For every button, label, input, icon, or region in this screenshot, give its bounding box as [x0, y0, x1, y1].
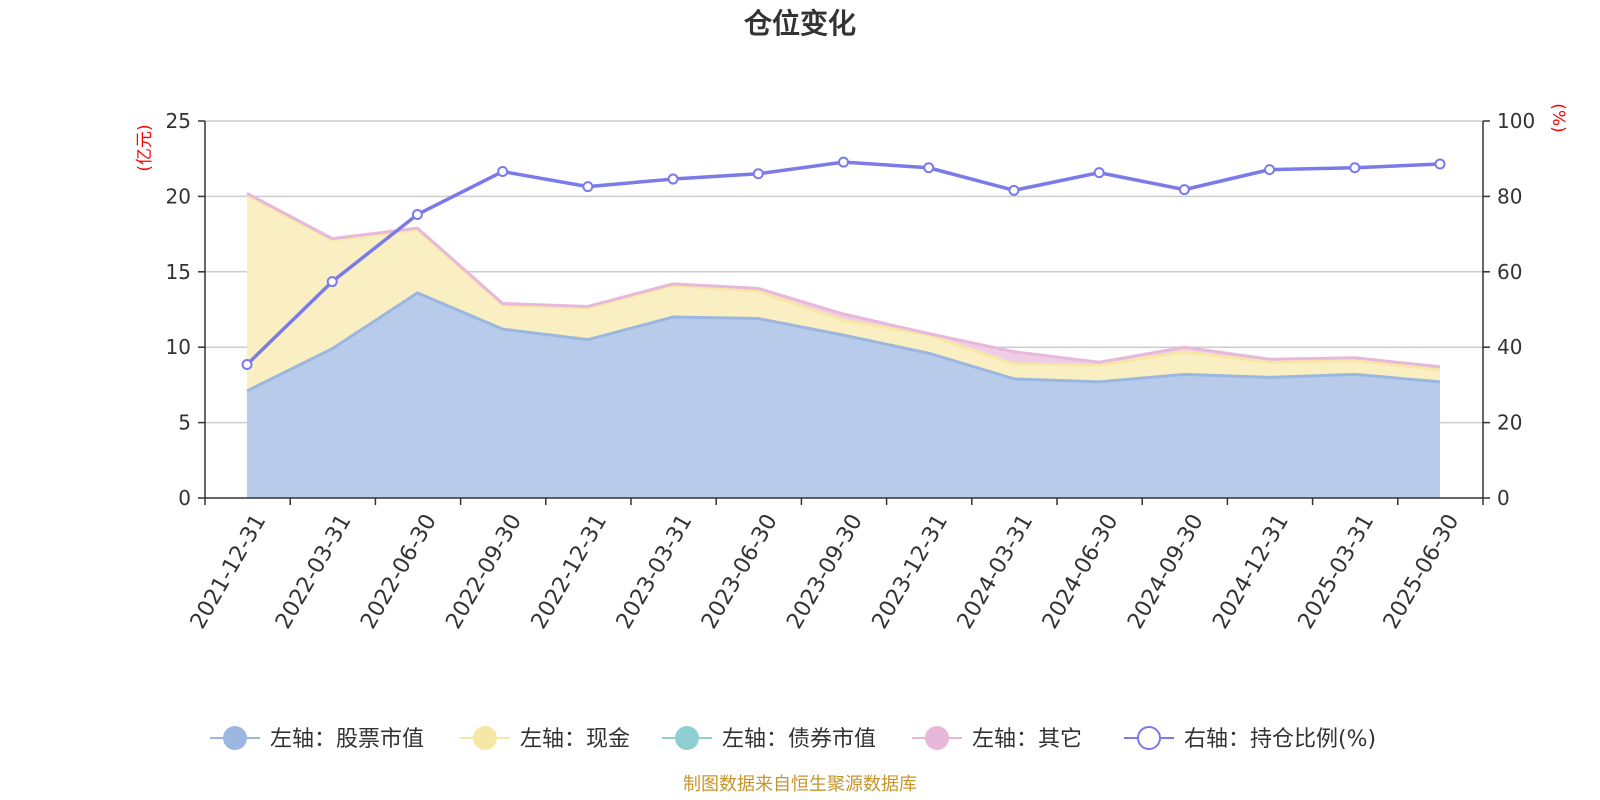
right-tick-label: 60	[1497, 260, 1522, 284]
legend-label-2: 左轴：债券市值	[722, 727, 876, 752]
left-tick-label: 15	[166, 260, 191, 284]
ratio-point	[923, 162, 935, 174]
left-tick-label: 25	[166, 109, 191, 133]
ratio-point	[1434, 158, 1446, 170]
left-tick-label: 5	[178, 411, 191, 435]
right-axis-unit: (%)	[1548, 103, 1568, 132]
x-tick-label: 2022-12-31	[527, 510, 613, 633]
x-tick-label: 2022-06-30	[356, 510, 442, 633]
ratio-point	[497, 166, 509, 178]
ratio-point	[1008, 184, 1020, 196]
area-series	[246, 192, 1441, 498]
ratio-point	[326, 276, 338, 288]
legend-label-3: 左轴：其它	[972, 727, 1082, 752]
legend-marker-2	[675, 726, 699, 750]
legend-label-0: 左轴：股票市值	[270, 727, 424, 752]
right-tick-label: 100	[1497, 109, 1535, 133]
ratio-point	[1093, 167, 1105, 179]
ratio-point	[241, 359, 253, 371]
right-tick-label: 80	[1497, 184, 1522, 208]
x-tick-label: 2023-06-30	[697, 510, 783, 633]
area-fill-0	[247, 292, 1440, 498]
ratio-point	[838, 156, 849, 168]
ratio-point	[752, 168, 764, 180]
legend-marker-4	[1137, 726, 1161, 750]
x-tick-label: 2022-03-31	[271, 510, 357, 633]
ratio-point	[667, 173, 679, 185]
ratio-point	[1178, 184, 1190, 196]
legend-label-4: 右轴：持仓比例(%)	[1184, 727, 1376, 752]
left-tick-label: 10	[166, 335, 191, 359]
data-source-footer: 制图数据来自恒生聚源数据库	[683, 774, 917, 795]
x-tick-label: 2023-12-31	[867, 510, 953, 633]
right-tick-label: 0	[1497, 486, 1510, 510]
legend-marker-1	[473, 726, 497, 750]
legend-marker-3	[925, 726, 949, 750]
ratio-point	[1349, 162, 1361, 174]
area-line-0	[246, 291, 1441, 393]
ratio-point	[411, 208, 423, 220]
x-tick-label: 2025-03-31	[1294, 510, 1380, 633]
x-tick-label: 2023-03-31	[612, 510, 698, 633]
x-tick-label: 2025-06-30	[1379, 510, 1465, 633]
left-tick-label: 0	[178, 486, 191, 510]
left-axis-unit: (亿元)	[135, 124, 155, 171]
x-tick-label: 2023-09-30	[782, 510, 868, 633]
right-tick-label: 20	[1497, 411, 1522, 435]
ratio-point	[582, 181, 594, 193]
x-tick-label: 2024-09-30	[1123, 510, 1209, 633]
legend-label-1: 左轴：现金	[520, 727, 630, 752]
x-tick-label: 2021-12-31	[186, 510, 272, 633]
x-tick-label: 2024-12-31	[1208, 510, 1294, 633]
legend-marker-0	[223, 726, 247, 750]
x-tick-label: 2024-06-30	[1038, 510, 1124, 633]
x-tick-label: 2024-03-31	[953, 510, 1039, 633]
ratio-point	[1264, 164, 1276, 176]
left-tick-label: 20	[166, 184, 191, 208]
ratio-line-series	[241, 156, 1446, 371]
chart-title: 仓位变化	[744, 7, 856, 40]
right-tick-label: 40	[1497, 335, 1522, 359]
legend: 左轴：股票市值 左轴：现金 左轴：债券市值 左轴：其它 右轴：持仓比例(%)	[210, 726, 1376, 752]
area-line-3	[246, 192, 1441, 369]
x-tick-label: 2022-09-30	[441, 510, 527, 633]
